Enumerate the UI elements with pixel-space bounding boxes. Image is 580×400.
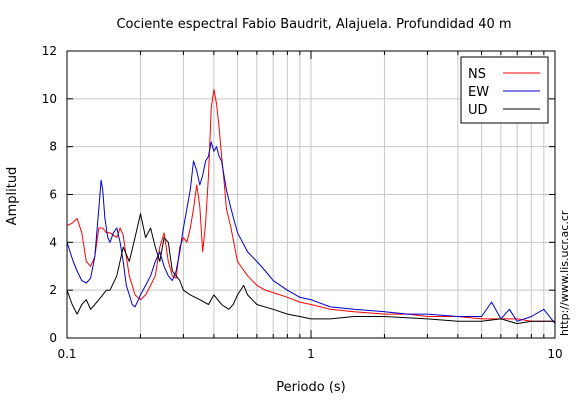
legend: NS EW UD	[460, 56, 549, 124]
y-tick-label: 12	[42, 44, 57, 58]
y-tick-label: 6	[49, 188, 57, 202]
series-line-ew	[66, 141, 556, 324]
x-tick-label: 0.1	[57, 347, 76, 361]
legend-label-ew: EW	[468, 85, 489, 100]
chart-title: Cociente espectral Fabio Baudrit, Alajue…	[116, 17, 511, 32]
y-tick-label: 10	[42, 92, 57, 106]
series-line-ud	[66, 213, 555, 325]
y-tick-label: 2	[49, 283, 57, 297]
series-group	[66, 88, 556, 325]
x-axis-label: Periodo (s)	[276, 380, 346, 395]
legend-label-ns: NS	[468, 67, 486, 82]
y-tick-label: 4	[49, 235, 57, 249]
y-tick-label: 8	[49, 140, 57, 154]
legend-box	[460, 56, 549, 124]
axis-ticks: 0.1 1 10 0 2 4 6 8 10 12	[42, 44, 563, 361]
y-axis-label: Amplitud	[5, 167, 20, 226]
legend-label-ud: UD	[468, 103, 488, 118]
x-tick-label: 10	[547, 347, 562, 361]
x-tick-label: 1	[307, 347, 315, 361]
y-tick-label: 0	[49, 331, 57, 345]
credit-url: http://www.lis.ucr.ac.cr	[558, 210, 571, 336]
